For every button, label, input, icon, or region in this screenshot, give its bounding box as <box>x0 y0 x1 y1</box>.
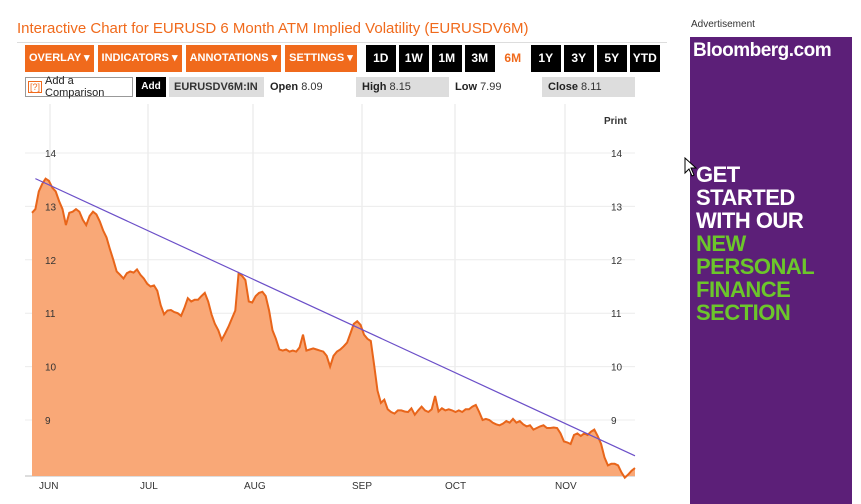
range-3m-button[interactable]: 3M <box>464 45 495 72</box>
y-tick-label-left: 14 <box>45 149 57 160</box>
low-stat: Low 7.99 <box>455 81 502 93</box>
advertisement-banner[interactable]: Bloomberg.com GET STARTED WITH OUR NEW P… <box>690 37 852 504</box>
y-tick-label-right: 13 <box>611 202 623 213</box>
range-1m-button[interactable]: 1M <box>431 45 462 72</box>
y-tick-label-left: 13 <box>45 202 57 213</box>
comparison-row: [?] Add a Comparison Add EURUSDV6M:IN Op… <box>25 75 635 99</box>
open-value: 8.09 <box>301 81 323 93</box>
y-tick-label-right: 14 <box>611 149 623 160</box>
overlay-menu-button[interactable]: OVERLAY ▾ <box>25 45 95 72</box>
chart-line <box>31 177 636 480</box>
y-tick-label-left: 11 <box>45 309 56 320</box>
close-value: 8.11 <box>581 81 602 93</box>
y-tick-label-right: 9 <box>611 416 617 427</box>
bloomberg-logo: Bloomberg.com <box>693 40 832 61</box>
y-tick-label-right: 12 <box>611 256 623 267</box>
y-tick-label-left: 12 <box>45 256 57 267</box>
x-tick-label: OCT <box>445 481 466 492</box>
y-tick-label-left: 10 <box>45 363 57 374</box>
x-tick-label: AUG <box>244 481 266 492</box>
high-stat: High 8.15 <box>356 77 449 97</box>
ad-line: NEW <box>696 231 746 256</box>
low-value: 7.99 <box>480 81 502 93</box>
ad-line: SECTION <box>696 300 791 325</box>
ad-line: STARTED <box>696 185 795 210</box>
ticker-field: EURUSDV6M:IN <box>169 77 264 97</box>
title-divider <box>17 42 667 43</box>
print-link[interactable]: Print <box>604 116 627 127</box>
y-tick-label-right: 10 <box>611 363 623 374</box>
x-tick-label: NOV <box>555 481 577 492</box>
ad-line: PERSONAL <box>696 254 815 279</box>
x-tick-label: JUL <box>140 481 158 492</box>
indicators-menu-button[interactable]: INDICATORS ▾ <box>97 45 183 72</box>
annotations-menu-button[interactable]: ANNOTATIONS ▾ <box>185 45 283 72</box>
x-tick-label: SEP <box>352 481 372 492</box>
range-5y-button[interactable]: 5Y <box>596 45 627 72</box>
ad-line: FINANCE <box>696 277 791 302</box>
ad-line: GET <box>696 162 740 187</box>
x-tick-label: JUN <box>39 481 58 492</box>
comparison-input[interactable]: [?] Add a Comparison <box>25 75 133 99</box>
settings-menu-button[interactable]: SETTINGS ▾ <box>285 45 358 72</box>
ad-headline: GET STARTED WITH OUR NEW PERSONAL FINANC… <box>696 162 815 325</box>
open-stat: Open 8.09 <box>270 81 323 93</box>
y-tick-label-left: 9 <box>45 416 51 427</box>
ad-line: WITH OUR <box>696 208 804 233</box>
ad-label: Advertisement <box>691 19 755 30</box>
range-1y-button[interactable]: 1Y <box>530 45 561 72</box>
range-3y-button[interactable]: 3Y <box>563 45 594 72</box>
range-6m-button[interactable]: 6M <box>497 45 528 72</box>
high-value: 8.15 <box>389 81 411 93</box>
chart-area <box>32 178 635 478</box>
help-icon[interactable]: [?] <box>28 81 43 93</box>
page-title: Interactive Chart for EURUSD 6 Month ATM… <box>17 20 529 37</box>
range-1w-button[interactable]: 1W <box>398 45 429 72</box>
range-1d-button[interactable]: 1D <box>365 45 396 72</box>
add-comparison-button[interactable]: Add <box>136 77 166 97</box>
close-stat: Close 8.11 <box>542 77 635 97</box>
mouse-cursor-icon <box>684 157 698 177</box>
comparison-label: Add a Comparison <box>45 75 105 99</box>
range-ytd-button[interactable]: YTD <box>629 45 660 72</box>
trend-line[interactable] <box>35 178 636 457</box>
chart-toolbar: OVERLAY ▾ INDICATORS ▾ ANNOTATIONS ▾ SET… <box>25 45 660 72</box>
volatility-chart[interactable]: 9 9 10 10 11 11 12 12 13 13 14 14 JUN JUL AUG SEP OCT NO… <box>25 104 647 496</box>
y-tick-label-right: 11 <box>611 309 622 320</box>
